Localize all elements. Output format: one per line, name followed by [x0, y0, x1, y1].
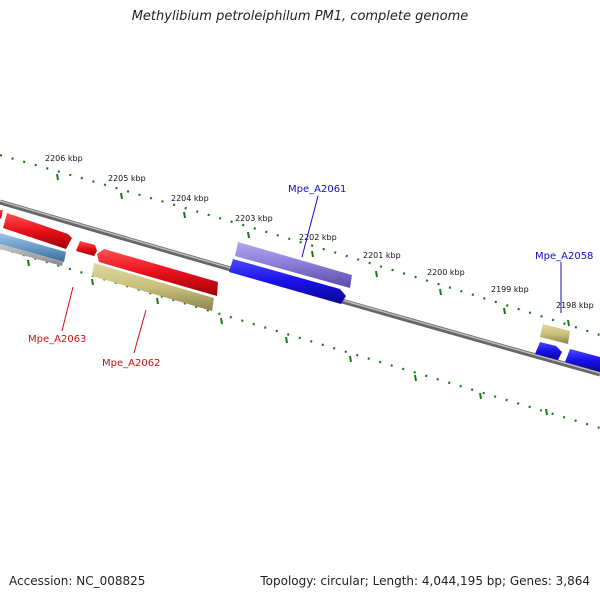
label-leader-lines [61, 195, 562, 354]
map-title: Methylibium petroleiphilum PM1, complete… [131, 9, 469, 24]
scale-labels: 2206 kbp 2205 kbp 2204 kbp 2203 kbp 2202… [45, 154, 594, 310]
scale-label: 2200 kbp [427, 268, 465, 277]
outer-major-ticks [56, 173, 570, 327]
genome-summary-text: Topology: circular; Length: 4,044,195 bp… [260, 574, 590, 588]
accession-text: Accession: NC_008825 [9, 574, 146, 588]
inner-major-ticks [27, 259, 548, 416]
scale-label: 2201 kbp [363, 251, 401, 260]
gene-steelblue-arrow[interactable] [0, 233, 66, 266]
scale-label: 2206 kbp [45, 154, 83, 163]
scale-label: 2203 kbp [235, 214, 273, 223]
inner-tick-ring [0, 246, 600, 430]
gene-label-mpe-a2063[interactable]: Mpe_A2063 [28, 334, 86, 345]
scale-label: 2204 kbp [171, 194, 209, 203]
scale-label: 2199 kbp [491, 285, 529, 294]
gene-mpe-a2063-arrow[interactable] [0, 210, 72, 249]
scale-label: 2205 kbp [108, 174, 146, 183]
gene-mpe-a2058-arrow[interactable] [535, 342, 600, 372]
gene-mpe-a2058-olive[interactable] [540, 324, 570, 344]
gene-olive-block[interactable] [92, 263, 214, 311]
gene-label-mpe-a2058[interactable]: Mpe_A2058 [535, 251, 593, 262]
gene-mpe-a2062-arrow[interactable] [97, 249, 218, 296]
gene-label-mpe-a2062[interactable]: Mpe_A2062 [102, 358, 160, 369]
scale-label: 2202 kbp [299, 233, 337, 242]
gene-mpe-a2061-arrow[interactable] [229, 259, 346, 304]
gene-label-mpe-a2061[interactable]: Mpe_A2061 [288, 184, 346, 195]
scale-label: 2198 kbp [556, 301, 594, 310]
gene-mpe-a2061-purple[interactable] [235, 242, 352, 288]
gene-small-red-arrow[interactable] [76, 241, 97, 256]
